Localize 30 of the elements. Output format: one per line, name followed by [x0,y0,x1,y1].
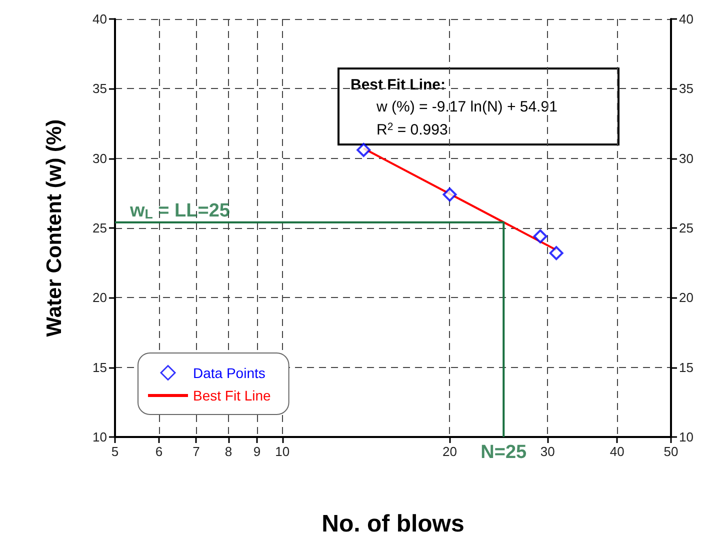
x-tick-label: 6 [155,444,163,459]
x-tick-label: 30 [540,444,555,459]
y2-tick-label: 10 [679,430,694,444]
y-tick-label: 30 [92,150,107,166]
annotation: N=25 [480,442,528,463]
x-tick-label: 5 [111,444,119,459]
y-tick-label: 40 [92,12,107,26]
y2-tick-label: 40 [679,12,694,26]
y-axis-title: Water Content (w) (%) [43,119,66,337]
x-axis-title: No. of blows [322,510,464,538]
x-tick-label: 20 [442,444,457,459]
x-tick-label: 7 [192,444,200,459]
y2-tick-label: 20 [679,290,694,306]
y2-tick-label: 30 [679,150,694,166]
y-tick-label: 15 [92,360,107,375]
y-tick-label: 20 [92,290,107,306]
legend-label: Data Points [193,364,266,381]
y2-tick-label: 25 [679,220,694,236]
legend-label: Best Fit Line [193,388,272,404]
x-tick-label: 50 [664,444,678,459]
annotation: wL = LL=25 [129,200,230,222]
x-tick-label: 10 [275,444,290,459]
y-tick-label: 10 [92,430,107,444]
y2-tick-label: 15 [679,360,694,375]
y-tick-label: 25 [92,220,107,236]
y-tick-label: 35 [92,81,107,96]
x-tick-label: 40 [610,444,624,459]
y2-tick-label: 35 [679,81,694,96]
x-tick-label: 8 [224,444,232,459]
x-tick-label: 9 [253,444,261,459]
